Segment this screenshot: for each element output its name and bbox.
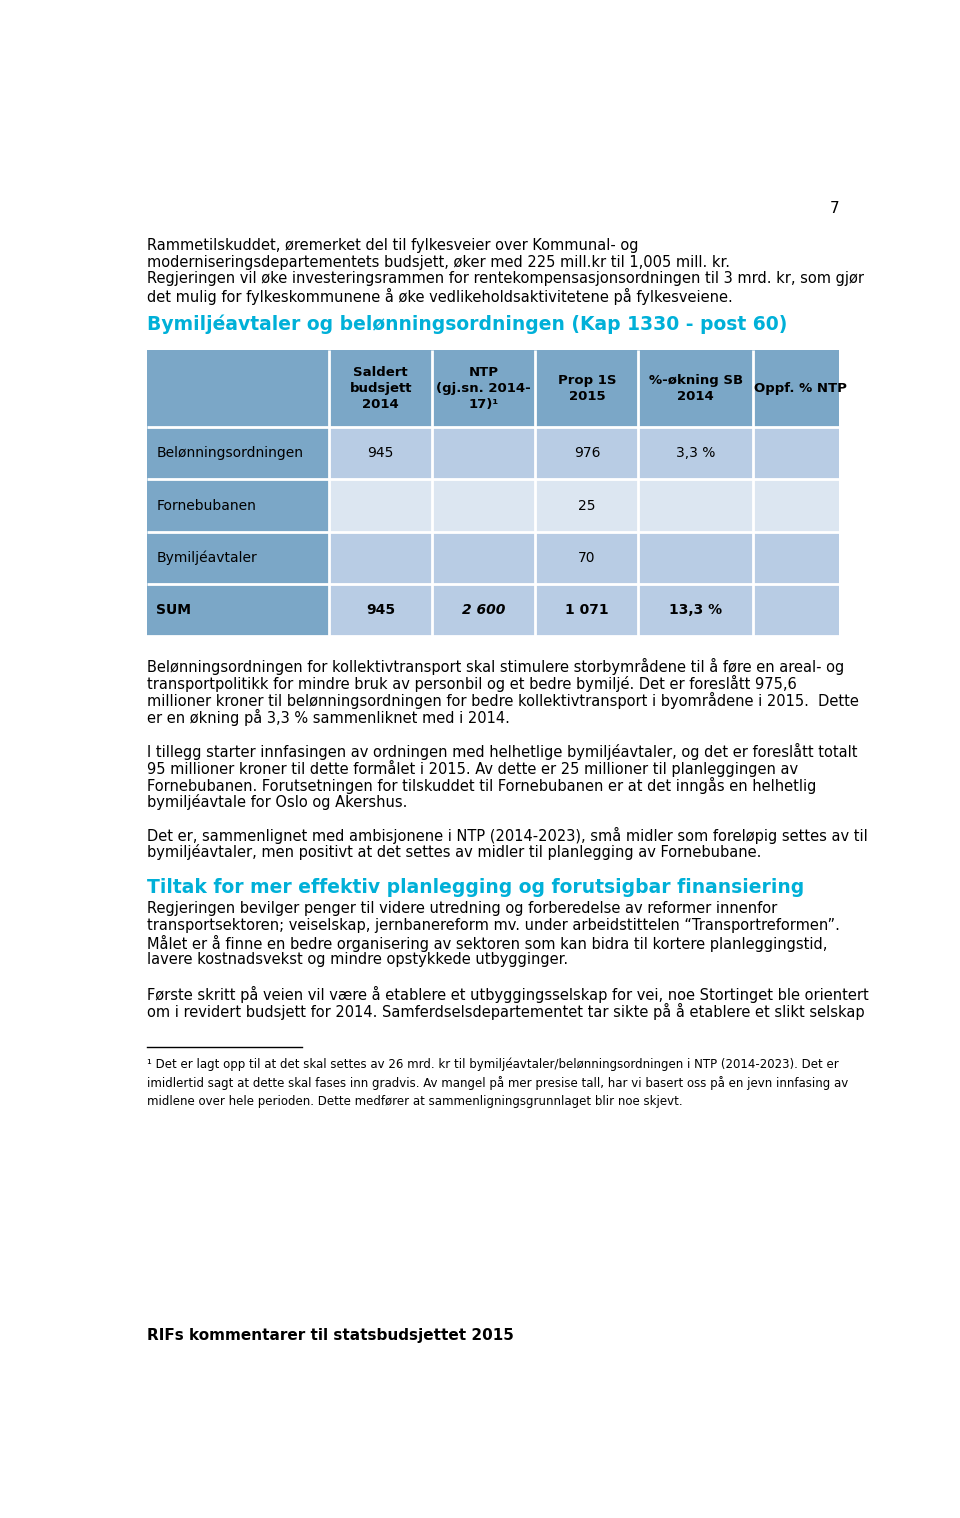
Text: bymiljéavtale for Oslo og Akershus.: bymiljéavtale for Oslo og Akershus.: [147, 794, 407, 809]
Text: transportpolitikk for mindre bruk av personbil og et bedre bymiljé. Det er fore: transportpolitikk for mindre bruk av per…: [147, 676, 797, 692]
Text: Første skritt på veien vil være å etablere et utbyggingsselskap for vei, noe Sto: Første skritt på veien vil være å etable…: [147, 987, 869, 1003]
Text: Prop 1S
2015: Prop 1S 2015: [558, 373, 616, 402]
Text: Belønningsordningen for kollektivtransport skal stimulere storbymrådene til å fø: Belønningsordningen for kollektivtranspo…: [147, 657, 845, 676]
Bar: [147, 427, 329, 480]
Text: Tiltak for mer effektiv planlegging og forutsigbar finansiering: Tiltak for mer effektiv planlegging og f…: [147, 879, 804, 897]
Text: ¹ Det er lagt opp til at det skal settes av 26 mrd. kr til bymiljéavtaler/beløn: ¹ Det er lagt opp til at det skal settes…: [147, 1058, 849, 1108]
Text: Fornebubanen. Forutsetningen for tilskuddet til Fornebubanen er at det inngås en: Fornebubanen. Forutsetningen for tilskud…: [147, 777, 817, 794]
Text: 25: 25: [578, 498, 596, 513]
Text: Bymiljéavtaler og belønningsordningen (Kap 1330 - post 60): Bymiljéavtaler og belønningsordningen (…: [147, 314, 787, 334]
Text: 13,3 %: 13,3 %: [669, 603, 722, 618]
Text: 95 millioner kroner til dette formålet i 2015. Av dette er 25 millioner til plan: 95 millioner kroner til dette formålet i…: [147, 759, 799, 777]
Text: 976: 976: [574, 446, 600, 460]
Bar: [329, 427, 839, 480]
Text: det mulig for fylkeskommunene å øke vedlikeholdsaktivitetene på fylkesveiene.: det mulig for fylkeskommunene å øke vedl…: [147, 288, 732, 305]
Text: transportsektoren; veiselskap, jernbanereform mv. under arbeidstittelen “Transpo: transportsektoren; veiselskap, jernbaner…: [147, 918, 840, 934]
Text: millioner kroner til belønningsordningen for bedre kollektivtransport i byområde: millioner kroner til belønningsordningen…: [147, 692, 859, 709]
Text: 3,3 %: 3,3 %: [676, 446, 715, 460]
Text: NTP
(gj.sn. 2014-
17)¹: NTP (gj.sn. 2014- 17)¹: [437, 366, 531, 411]
Text: I tillegg starter innfasingen av ordningen med helhetlige bymiljéavtaler, og de: I tillegg starter innfasingen av ordning…: [147, 742, 857, 759]
Text: 1 071: 1 071: [565, 603, 609, 618]
Text: Det er, sammenlignet med ambisjonene i NTP (2014-2023), små midler som foreløpig: Det er, sammenlignet med ambisjonene i N…: [147, 827, 868, 844]
Text: %-økning SB
2014: %-økning SB 2014: [649, 373, 743, 402]
Bar: [147, 531, 329, 584]
Text: om i revidert budsjett for 2014. Samferdselsdepartementet tar sikte på å etabler: om i revidert budsjett for 2014. Samferd…: [147, 1003, 865, 1020]
Text: lavere kostnadsvekst og mindre opstykkede utbygginger.: lavere kostnadsvekst og mindre opstykked…: [147, 952, 568, 967]
Text: RIFs kommentarer til statsbudsjettet 2015: RIFs kommentarer til statsbudsjettet 201…: [147, 1328, 514, 1343]
Text: bymiljéavtaler, men positivt at det settes av midler til planlegging av Fornebu: bymiljéavtaler, men positivt at det set…: [147, 844, 761, 861]
Text: Målet er å finne en bedre organisering av sektoren som kan bidra til kortere pla: Målet er å finne en bedre organisering a…: [147, 935, 828, 952]
Text: Regjeringen vil øke investeringsrammen for rentekompensasjonsordningen til 3 mrd: Regjeringen vil øke investeringsrammen f…: [147, 272, 864, 287]
Bar: [147, 584, 329, 636]
Text: Belønningsordningen: Belønningsordningen: [156, 446, 303, 460]
Text: Bymiljéavtaler: Bymiljéavtaler: [156, 551, 257, 565]
Bar: [329, 531, 839, 584]
Text: moderniseringsdepartementets budsjett, øker med 225 mill.kr til 1,005 mill. kr.: moderniseringsdepartementets budsjett, ø…: [147, 255, 731, 270]
Text: 70: 70: [578, 551, 596, 565]
Text: 7: 7: [829, 200, 839, 216]
Text: 2 600: 2 600: [462, 603, 506, 618]
Bar: [329, 480, 839, 531]
Bar: [147, 351, 839, 427]
Text: Regjeringen bevilger penger til videre utredning og forberedelse av reformer inn: Regjeringen bevilger penger til videre u…: [147, 902, 778, 917]
Text: Fornebubanen: Fornebubanen: [156, 498, 256, 513]
Bar: [147, 480, 329, 531]
Text: Rammetilskuddet, øremerket del til fylkesveier over Kommunal- og: Rammetilskuddet, øremerket del til fylke…: [147, 238, 638, 252]
Text: 945: 945: [366, 603, 396, 618]
Text: er en økning på 3,3 % sammenliknet med i 2014.: er en økning på 3,3 % sammenliknet med i…: [147, 709, 510, 726]
Text: Saldert
budsjett
2014: Saldert budsjett 2014: [349, 366, 412, 411]
Text: Oppf. % NTP: Oppf. % NTP: [754, 383, 847, 395]
Bar: [329, 584, 839, 636]
Text: 945: 945: [368, 446, 394, 460]
Text: SUM: SUM: [156, 603, 191, 618]
